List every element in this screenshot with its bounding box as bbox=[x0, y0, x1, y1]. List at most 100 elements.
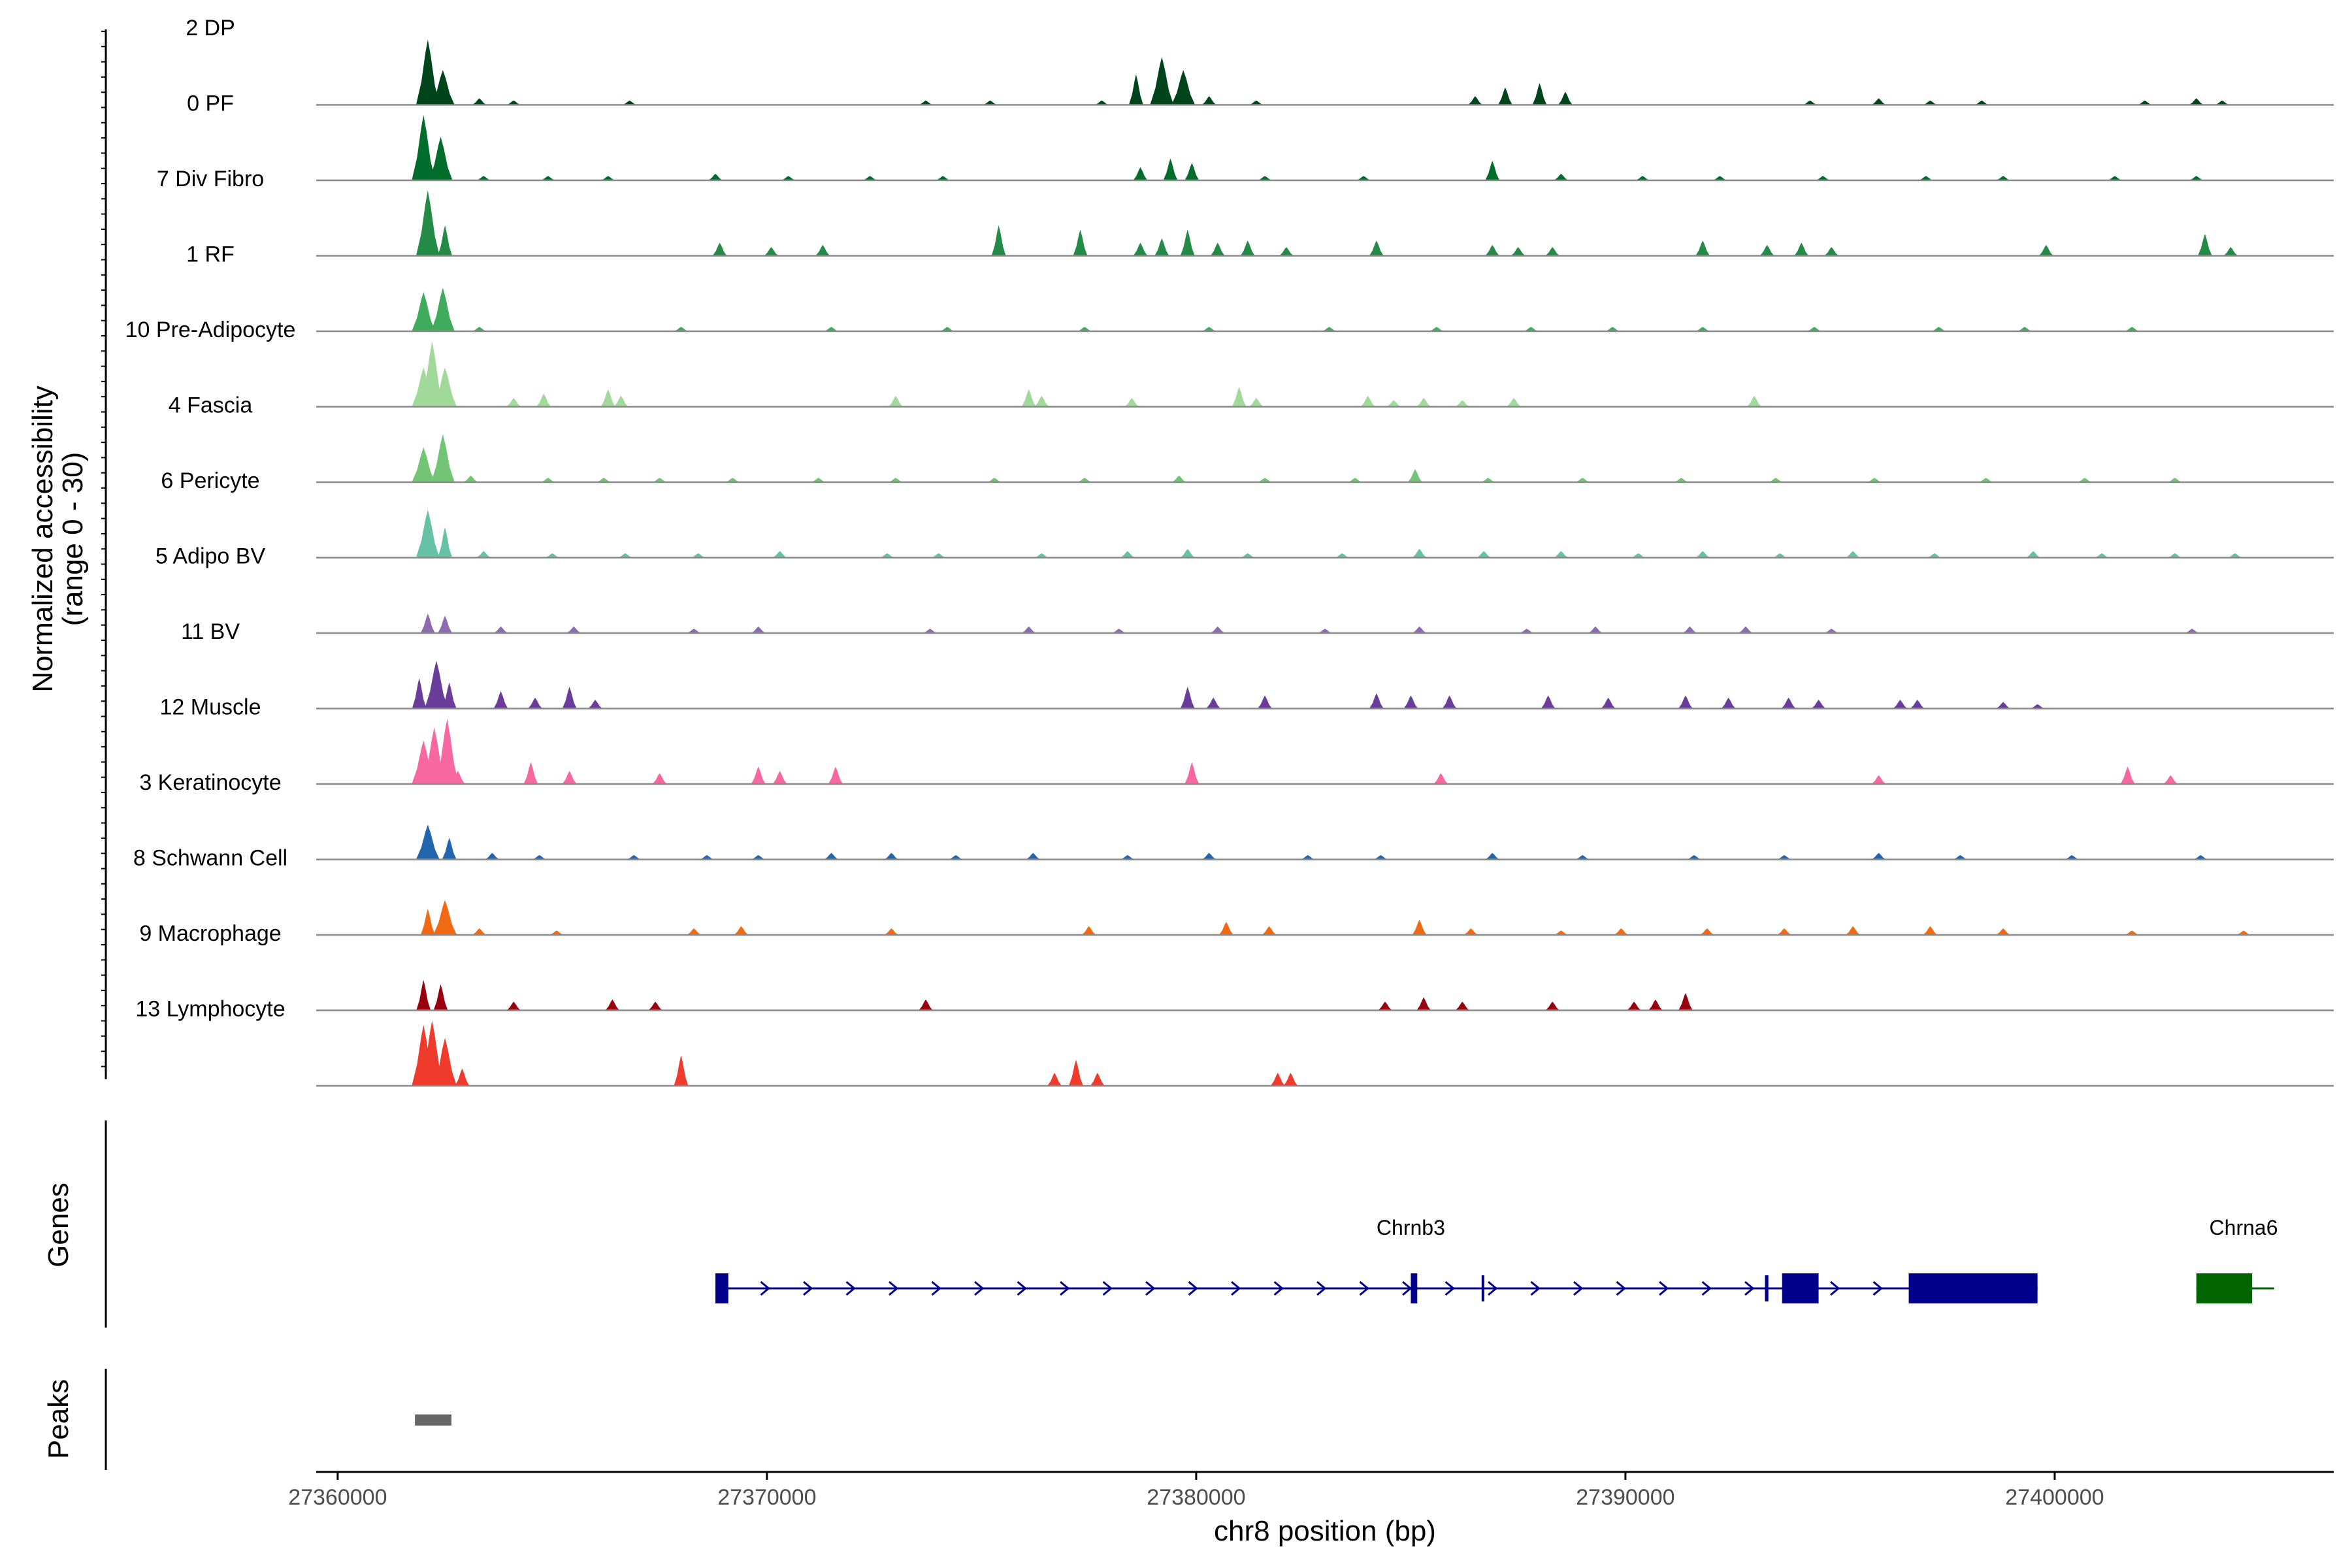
peak-mark bbox=[1171, 70, 1196, 105]
peak-mark bbox=[429, 137, 453, 180]
peak-mark bbox=[1442, 695, 1457, 709]
peak-mark bbox=[2038, 244, 2053, 256]
track-label: 12 Muscle bbox=[160, 695, 261, 720]
peak-mark bbox=[1467, 96, 1482, 105]
strand-arrow bbox=[1488, 1281, 1498, 1296]
peak-mark bbox=[824, 853, 839, 860]
peak-mark bbox=[476, 551, 491, 558]
peak-mark bbox=[1249, 100, 1264, 105]
peak-mark bbox=[1232, 387, 1247, 407]
strand-arrow bbox=[1402, 1281, 1413, 1296]
peak-mark bbox=[1021, 389, 1036, 407]
peak-mark bbox=[442, 682, 457, 709]
strand-arrow bbox=[1316, 1281, 1327, 1296]
peak-mark bbox=[1416, 398, 1431, 407]
peak-mark bbox=[1240, 240, 1255, 256]
strand-arrow bbox=[1188, 1281, 1198, 1296]
peak-mark bbox=[691, 553, 706, 558]
peak-mark bbox=[622, 100, 637, 105]
peak-mark bbox=[1180, 549, 1195, 558]
peak-mark bbox=[1360, 395, 1375, 407]
peak-mark bbox=[2185, 629, 2200, 633]
peak-mark bbox=[674, 327, 689, 331]
peak-mark bbox=[1554, 930, 1569, 935]
peak-mark bbox=[1279, 247, 1294, 256]
peak-mark bbox=[493, 691, 508, 709]
peak-mark bbox=[1300, 855, 1315, 860]
peak-mark bbox=[1781, 697, 1796, 709]
track-3-keratinocyte: 3 Keratinocyte bbox=[139, 770, 2334, 860]
peak-mark bbox=[2167, 478, 2182, 482]
peak-mark bbox=[438, 615, 453, 633]
peak-mark bbox=[652, 478, 667, 482]
peak-mark bbox=[1721, 697, 1736, 709]
peak-mark bbox=[540, 176, 555, 180]
peak-mark bbox=[431, 287, 455, 331]
peak-mark bbox=[1258, 478, 1273, 482]
peak-mark bbox=[918, 999, 933, 1011]
x-axis: 27360000 27370000 27380000 27390000 27400000 bbox=[288, 1472, 2104, 1510]
peak-mark bbox=[1120, 855, 1135, 860]
tracks-layer: 2 DP 0 PF 7 Div Fibro 1 RF 10 Pre-Adipocyte 4… bbox=[125, 16, 2334, 1087]
peak-mark bbox=[412, 292, 436, 331]
strand-arrow bbox=[845, 1281, 856, 1296]
peak-mark bbox=[2215, 100, 2230, 105]
peak-mark bbox=[1910, 700, 1925, 709]
peak-mark bbox=[1154, 238, 1169, 256]
peak-mark bbox=[1682, 627, 1697, 633]
peak-mark bbox=[1094, 100, 1109, 105]
peak-mark bbox=[2107, 176, 2122, 180]
gene-chrna6: Chrna6 bbox=[2196, 1216, 2278, 1303]
peak-mark bbox=[862, 176, 877, 180]
peak-mark bbox=[600, 176, 615, 180]
peak-mark bbox=[1772, 553, 1788, 558]
peak-mark bbox=[1927, 553, 1942, 558]
peak-mark bbox=[1695, 551, 1710, 558]
peak-mark bbox=[1575, 478, 1590, 482]
peak-mark bbox=[1524, 327, 1539, 331]
peak-mark bbox=[712, 242, 727, 256]
peak-mark bbox=[1463, 928, 1478, 935]
peak-mark bbox=[1678, 992, 1693, 1011]
peak-mark bbox=[1497, 87, 1512, 105]
peak-mark bbox=[1695, 327, 1710, 331]
strand-arrow bbox=[931, 1281, 941, 1296]
peak-mark bbox=[1614, 928, 1629, 935]
peak-mark bbox=[420, 341, 444, 407]
peak-mark bbox=[1150, 57, 1174, 105]
strand-arrow bbox=[1872, 1281, 1883, 1296]
peak-mark bbox=[1201, 853, 1217, 860]
peak-mark bbox=[605, 999, 620, 1011]
peak-mark bbox=[1429, 327, 1444, 331]
y-axis-range: (range 0 - 30) bbox=[57, 452, 89, 627]
strand-arrow bbox=[1616, 1281, 1626, 1296]
peak-mark bbox=[2227, 553, 2242, 558]
peak-mark bbox=[420, 909, 435, 935]
peak-mark bbox=[442, 838, 457, 860]
track-label: 7 Div Fibro bbox=[157, 167, 264, 191]
peak-mark bbox=[1047, 1073, 1062, 1086]
gene-exon bbox=[2196, 1273, 2253, 1303]
peak-mark bbox=[772, 771, 787, 784]
peak-mark bbox=[1386, 400, 1401, 407]
peak-mark bbox=[1377, 1002, 1392, 1011]
strand-arrow bbox=[1573, 1281, 1584, 1296]
peak-mark bbox=[948, 855, 963, 860]
peak-mark bbox=[884, 928, 899, 935]
peak-mark bbox=[562, 687, 577, 709]
strand-arrow bbox=[1017, 1281, 1027, 1296]
peak-mark bbox=[1824, 629, 1839, 633]
strand-arrow bbox=[1530, 1281, 1541, 1296]
peak-mark bbox=[1163, 158, 1178, 180]
peak-mark bbox=[420, 613, 435, 633]
peak-mark bbox=[1601, 697, 1616, 709]
track-11-bv: 11 BV bbox=[181, 619, 2334, 710]
peak-mark bbox=[918, 100, 933, 105]
gene-chrnb3: Chrnb3 bbox=[715, 1216, 2038, 1303]
peak-mark bbox=[1210, 627, 1225, 633]
peak-mark bbox=[824, 327, 839, 331]
peak-mark bbox=[1678, 695, 1693, 709]
x-tick-label: 27390000 bbox=[1576, 1485, 1674, 1510]
strand-arrow bbox=[1102, 1281, 1113, 1296]
